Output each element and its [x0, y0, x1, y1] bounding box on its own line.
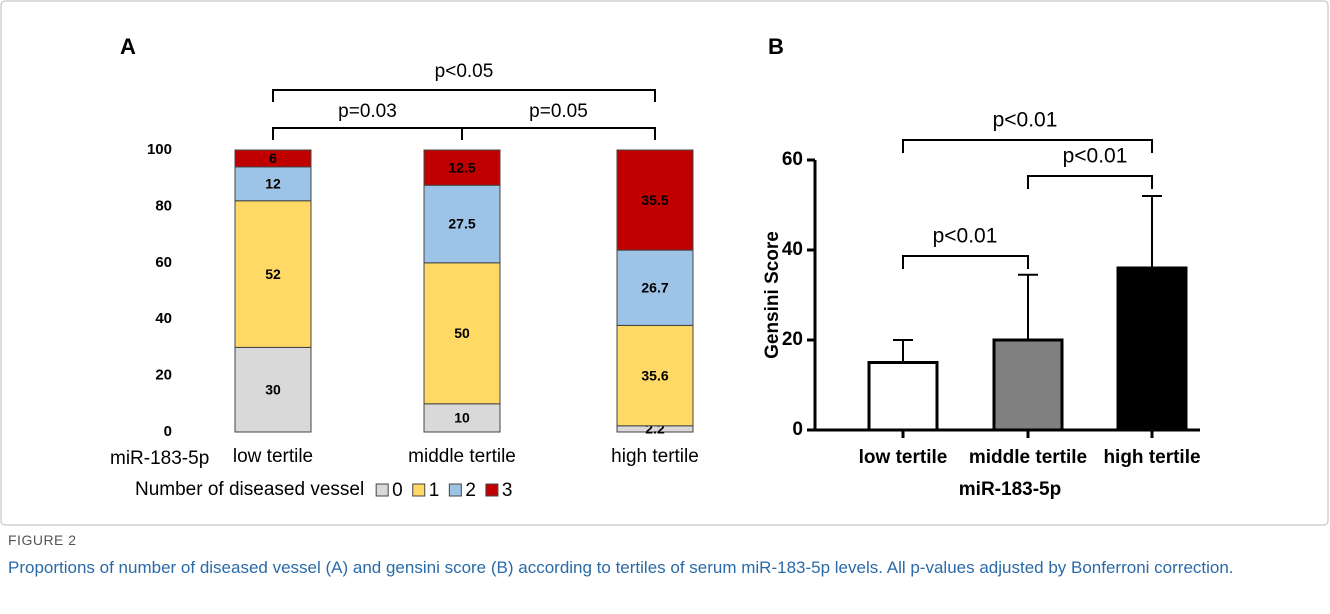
- x-tick-label: middle tertile: [969, 447, 1087, 468]
- x-axis-label: miR-183-5p: [110, 448, 209, 469]
- data-label: 35.5: [641, 192, 668, 208]
- bar-segment: [234, 200, 312, 348]
- bar-segment: [616, 249, 694, 326]
- data-label: 35.6: [641, 367, 668, 383]
- significance-label: p<0.01: [993, 109, 1058, 132]
- data-label: 6: [269, 150, 277, 166]
- significance-label: p<0.01: [1063, 145, 1128, 168]
- legend-swatch: [485, 483, 499, 497]
- data-label: 26.7: [641, 279, 668, 295]
- data-label: 50: [454, 325, 470, 341]
- legend-label: 3: [502, 480, 513, 501]
- significance-bracket: [272, 89, 656, 102]
- data-label: 30: [265, 381, 281, 397]
- x-axis-label: miR-183-5p: [959, 479, 1061, 500]
- significance-label: p<0.01: [933, 225, 998, 248]
- bar-segment: [616, 324, 694, 427]
- data-label: 12.5: [448, 159, 475, 175]
- x-tick-label: high tertile: [1103, 447, 1200, 468]
- legend-swatch: [375, 483, 389, 497]
- data-label: 10: [454, 410, 470, 426]
- bar-segment: [423, 184, 501, 264]
- significance-bracket: [461, 127, 656, 140]
- significance-label: p=0.05: [529, 101, 588, 122]
- significance-bracket: [272, 127, 463, 140]
- legend-swatch: [412, 483, 426, 497]
- data-label: 27.5: [448, 216, 475, 232]
- bar: [867, 361, 939, 432]
- y-tick-label: 40: [782, 239, 803, 260]
- legend-title: Number of diseased vessel: [135, 479, 364, 500]
- bar-segment: [423, 262, 501, 405]
- y-tick-label: 80: [155, 197, 172, 214]
- y-tick-label: 100: [147, 141, 172, 158]
- bar: [992, 338, 1064, 432]
- y-tick-label: 60: [782, 149, 803, 170]
- bar-segment: [423, 403, 501, 433]
- caption-label: FIGURE 2: [8, 532, 77, 548]
- y-tick-label: 0: [792, 419, 803, 440]
- significance-label: p<0.05: [435, 61, 494, 82]
- significance-label: p=0.03: [338, 101, 397, 122]
- bar-segment: [423, 149, 501, 186]
- y-tick-label: 20: [155, 367, 172, 384]
- panel-label: B: [768, 34, 784, 59]
- legend-label: 1: [429, 480, 440, 501]
- bar-segment: [234, 149, 312, 168]
- y-tick-label: 40: [155, 310, 172, 327]
- legend-label: 2: [465, 480, 476, 501]
- y-tick-label: 20: [782, 329, 803, 350]
- significance-bracket: [1027, 175, 1153, 189]
- data-label: 52: [265, 266, 281, 282]
- significance-bracket: [902, 139, 1153, 153]
- x-tick-label: high tertile: [611, 446, 699, 467]
- legend-swatch: [448, 483, 462, 497]
- bar: [1116, 266, 1188, 432]
- x-tick-label: low tertile: [233, 446, 313, 467]
- figure-border: [0, 0, 1329, 526]
- y-tick-label: 0: [164, 423, 172, 440]
- significance-bracket: [902, 255, 1029, 269]
- panel-label: A: [120, 34, 136, 59]
- x-tick-label: middle tertile: [408, 446, 516, 467]
- y-tick-label: 60: [155, 254, 172, 271]
- data-label: 12: [265, 176, 281, 192]
- bar-segment: [616, 149, 694, 251]
- caption-text: Proportions of number of diseased vessel…: [8, 558, 1234, 577]
- legend-label: 0: [392, 480, 403, 501]
- y-axis-label: Gensini Score: [762, 231, 783, 359]
- x-tick-label: low tertile: [859, 447, 948, 468]
